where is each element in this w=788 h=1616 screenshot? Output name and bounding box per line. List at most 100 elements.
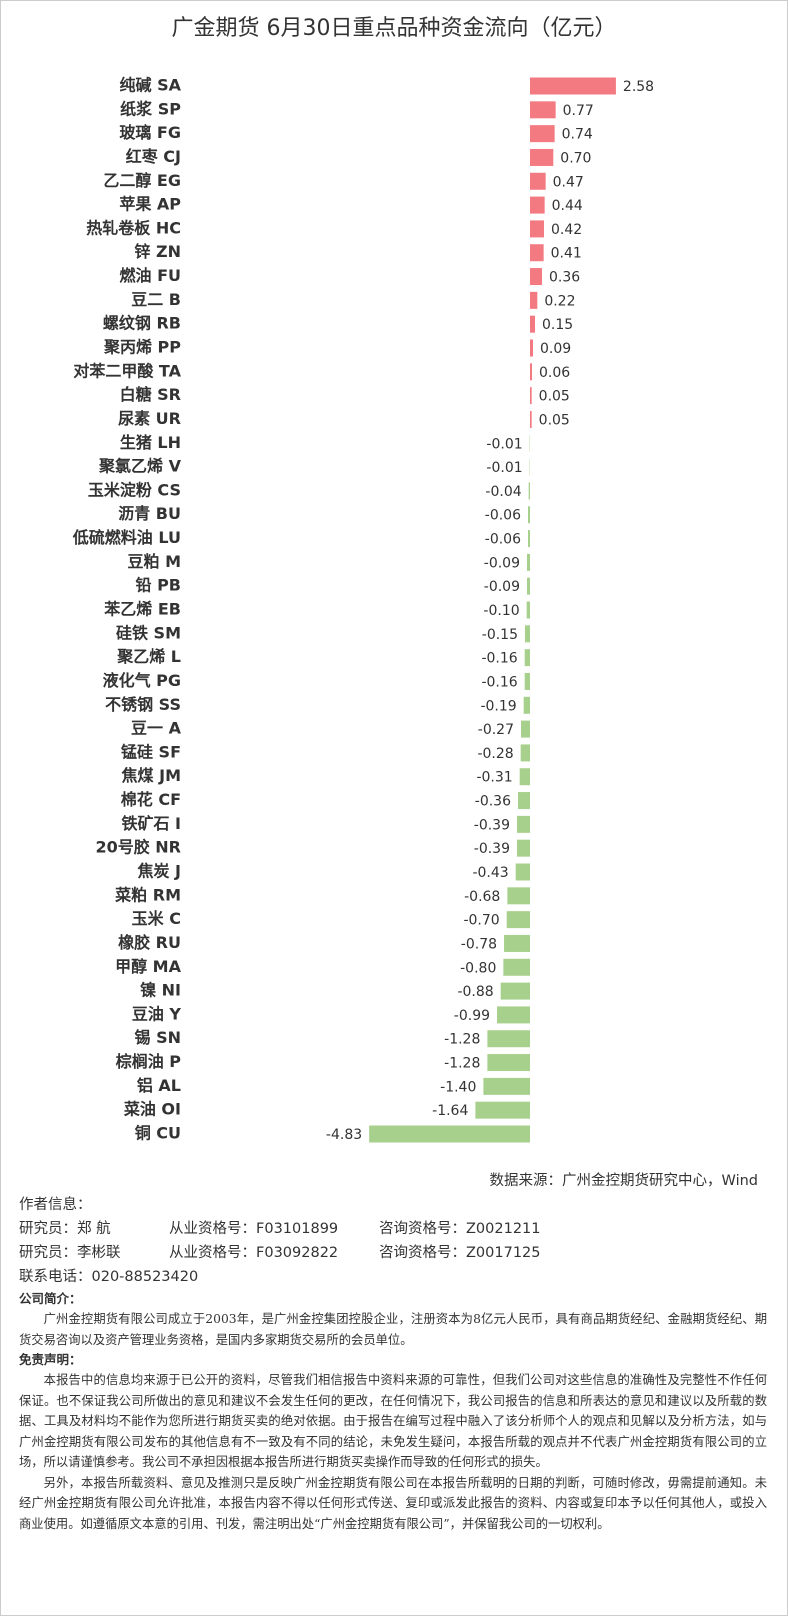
disclaimer-text: 本报告中的信息均来源于已公开的资料，尽管我们相信报告中资料来源的可靠性，但我们公… <box>19 1373 767 1469</box>
bar <box>515 863 530 881</box>
about-text: 广州金控期货有限公司成立于2003年，是广州金控集团控股企业，注册资本为8亿元人… <box>19 1312 767 1347</box>
value-label: -0.04 <box>485 484 521 500</box>
category-label: 焦炭 J <box>136 862 181 881</box>
value-label: 0.77 <box>563 103 594 119</box>
value-label: -1.64 <box>432 1103 468 1119</box>
value-label: -0.70 <box>463 913 499 929</box>
author-license: 从业资格号：F03101899 <box>169 1221 339 1237</box>
author-name: 研究员：郑 航 <box>19 1221 111 1237</box>
category-label: 玉米 C <box>132 909 181 928</box>
author-row: 研究员：郑 航 从业资格号：F03101899 咨询资格号：Z0021211 <box>19 1217 767 1241</box>
value-label: -0.43 <box>472 865 508 881</box>
bar <box>528 530 530 548</box>
category-label: 橡胶 RU <box>118 933 181 952</box>
value-label: -0.39 <box>474 817 510 833</box>
category-label: 硅铁 SM <box>116 623 181 642</box>
bar <box>530 363 532 381</box>
bar <box>483 1077 530 1095</box>
bar <box>504 934 530 952</box>
bar <box>524 672 530 690</box>
bar <box>521 720 530 738</box>
category-label: 聚丙烯 PP <box>103 338 181 357</box>
category-label: 乙二醇 EG <box>103 171 181 190</box>
bar <box>530 387 532 405</box>
category-label: 棉花 CF <box>121 790 181 809</box>
bar <box>530 125 555 143</box>
value-label: 0.70 <box>560 150 591 166</box>
value-label: 0.41 <box>551 246 582 262</box>
category-label: 锰硅 SF <box>121 742 181 761</box>
value-label: -0.16 <box>481 674 517 690</box>
value-label: -0.06 <box>485 508 521 524</box>
value-label: -0.01 <box>486 460 522 476</box>
category-label: 棕榈油 P <box>116 1052 182 1071</box>
disclaimer-text: 另外，本报告所载资料、意见及推测只是反映广州金控期货有限公司在本报告所载明的日期… <box>19 1475 767 1531</box>
value-label: -0.16 <box>481 651 517 667</box>
value-label: 0.22 <box>544 293 575 309</box>
bar <box>530 196 545 214</box>
bar <box>487 1054 530 1072</box>
category-label: 菜油 OI <box>123 1100 181 1119</box>
category-label: 苹果 AP <box>119 195 181 214</box>
author-name: 研究员：李彬联 <box>19 1245 121 1261</box>
bar <box>517 839 530 857</box>
bar <box>520 744 530 762</box>
chart-title: 广金期货 6月30日重点品种资金流向（亿元） <box>172 16 617 41</box>
bar <box>530 148 554 166</box>
authors-heading: 作者信息： <box>19 1197 92 1213</box>
bar <box>523 696 530 714</box>
value-label: -0.31 <box>476 770 512 786</box>
bar <box>530 101 556 119</box>
category-label: 豆二 B <box>131 290 181 309</box>
category-label: 纸浆 SP <box>120 99 181 118</box>
value-label: 0.36 <box>549 270 580 286</box>
value-label: 0.15 <box>542 317 573 333</box>
bar <box>475 1101 530 1119</box>
category-label: 低硫燃料油 LU <box>72 528 181 547</box>
category-label: 螺纹钢 RB <box>103 314 181 333</box>
value-label: -1.40 <box>440 1079 476 1095</box>
bar <box>517 815 530 833</box>
bar <box>530 291 538 309</box>
value-label: -0.27 <box>478 722 514 738</box>
value-label: 0.09 <box>540 341 571 357</box>
bar <box>524 649 530 667</box>
category-label: 沥青 BU <box>118 504 181 523</box>
bar <box>518 792 530 810</box>
about-heading: 公司简介： <box>19 1291 82 1306</box>
bar <box>519 768 530 786</box>
bar <box>527 553 530 571</box>
value-label: 0.42 <box>551 222 582 238</box>
bar <box>506 911 530 929</box>
bar <box>497 1006 530 1024</box>
bar <box>487 1030 530 1048</box>
category-label: 豆一 A <box>131 719 182 738</box>
value-label: 0.06 <box>539 365 570 381</box>
bar <box>500 982 530 1000</box>
value-label: -0.06 <box>485 532 521 548</box>
category-label: 铅 PB <box>136 576 182 595</box>
value-label: -1.28 <box>444 1032 480 1048</box>
bar <box>530 339 533 357</box>
category-label: 20号胶 NR <box>95 838 181 857</box>
category-label: 液化气 PG <box>103 671 181 690</box>
value-label: -0.28 <box>477 746 513 762</box>
value-label: -1.28 <box>444 1056 480 1072</box>
bar <box>527 577 530 595</box>
category-label: 锌 ZN <box>134 242 181 261</box>
value-label: -0.15 <box>482 627 518 643</box>
value-label: -0.88 <box>457 984 493 1000</box>
value-label: -0.36 <box>475 794 511 810</box>
category-label: 铁矿石 I <box>121 814 181 833</box>
category-label: 生猪 LH <box>120 433 181 452</box>
author-consult: 咨询资格号：Z0017125 <box>379 1245 541 1261</box>
category-label: 锡 SN <box>135 1028 182 1047</box>
category-label: 聚氯乙烯 V <box>98 457 182 476</box>
category-label: 豆粕 M <box>128 552 182 571</box>
disclaimer-heading: 免责声明： <box>19 1352 82 1367</box>
author-license: 从业资格号：F03092822 <box>169 1245 339 1261</box>
bar <box>507 887 530 905</box>
value-label: 0.47 <box>553 174 584 190</box>
bar <box>530 172 546 190</box>
